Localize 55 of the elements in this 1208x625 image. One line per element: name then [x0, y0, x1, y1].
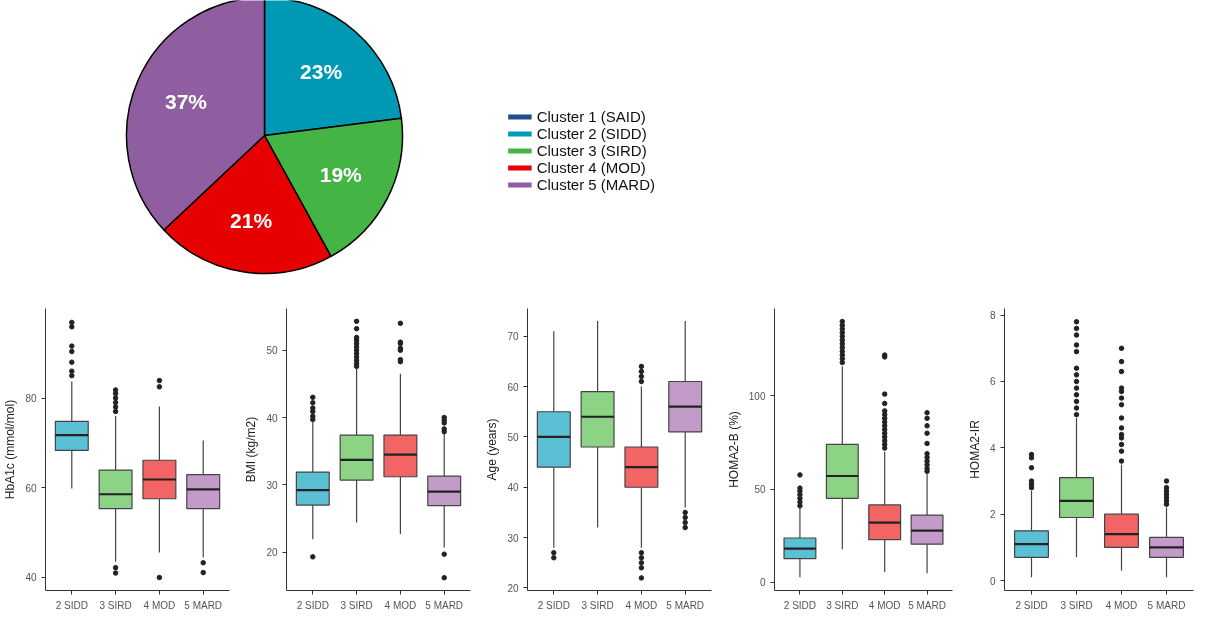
legend-label: Cluster 1 (SAID) [536, 107, 646, 125]
x-tick-label: 5 MARD [425, 599, 464, 611]
x-tick-label: 3 SIRD [1060, 599, 1093, 611]
x-tick-label: 5 MARD [908, 599, 946, 611]
y-axis-title: HOMA2-B (%) [726, 411, 741, 488]
x-tick-label: 2 SIDD [537, 599, 570, 611]
x-tick-label: 3 SIRD [826, 599, 859, 611]
y-axis-title: BMI (kg/m2) [244, 416, 259, 483]
x-tick-label: 3 SIRD [340, 599, 373, 611]
y-tick-label: 40 [25, 572, 37, 584]
legend-label: Cluster 4 (MOD) [536, 158, 646, 176]
x-tick-label: 3 SIRD [581, 599, 614, 611]
y-tick-label: 30 [507, 532, 519, 544]
y-tick-label: 20 [266, 547, 278, 559]
y-tick-label: 100 [748, 390, 766, 402]
x-tick-label: 4 MOD [384, 599, 417, 611]
y-axis-title: HbA1c (mmol/mol) [3, 399, 18, 500]
x-tick-label: 4 MOD [1105, 599, 1138, 611]
y-tick-label: 4 [989, 442, 996, 454]
y-tick-label: 50 [266, 345, 278, 357]
data-label: 37% [164, 90, 208, 114]
data-label: 23% [300, 59, 343, 83]
x-tick-label: 2 SIDD [55, 599, 88, 611]
y-tick-label: 70 [507, 331, 519, 343]
y-tick-label: 80 [25, 393, 37, 405]
y-tick-label: 60 [507, 381, 519, 393]
y-axis-title: Age (years) [485, 418, 500, 481]
y-tick-label: 20 [507, 582, 519, 594]
x-tick-label: 2 SIDD [1015, 599, 1048, 611]
y-tick-label: 60 [25, 482, 37, 494]
x-tick-label: 2 SIDD [296, 599, 329, 611]
legend-label: Cluster 2 (SIDD) [536, 124, 647, 142]
x-tick-label: 5 MARD [184, 599, 223, 611]
y-tick-label: 0 [759, 577, 766, 589]
y-tick-label: 50 [507, 431, 519, 443]
x-tick-label: 5 MARD [666, 599, 705, 611]
y-tick-label: 30 [266, 479, 278, 491]
y-axis-title: HOMA2-IR [967, 419, 982, 479]
x-tick-label: 3 SIRD [99, 599, 132, 611]
legend-label: Cluster 5 (MARD) [536, 175, 655, 193]
y-tick-label: 40 [266, 412, 278, 424]
x-tick-label: 4 MOD [625, 599, 658, 611]
y-tick-label: 40 [507, 482, 519, 494]
y-tick-label: 6 [989, 376, 996, 388]
x-tick-label: 5 MARD [1147, 599, 1186, 611]
x-tick-label: 4 MOD [868, 599, 901, 611]
legend-label: Cluster 3 (SIRD) [536, 141, 647, 159]
data-label: 21% [230, 208, 273, 232]
x-tick-label: 2 SIDD [783, 599, 817, 611]
data-label: 19% [319, 162, 363, 186]
y-tick-label: 8 [989, 310, 996, 322]
y-tick-label: 0 [989, 575, 996, 587]
y-tick-label: 2 [989, 509, 996, 521]
x-tick-label: 4 MOD [143, 599, 176, 611]
y-tick-label: 50 [754, 484, 766, 496]
